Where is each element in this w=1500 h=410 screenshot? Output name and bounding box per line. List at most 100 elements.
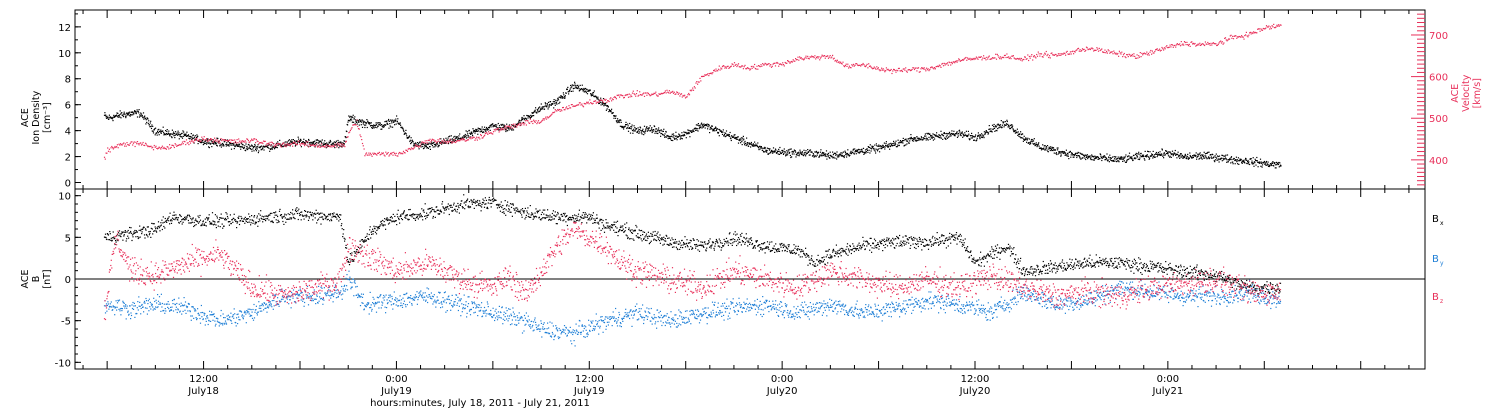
velocity-series-point	[809, 56, 811, 58]
density-series-point	[675, 137, 677, 139]
legend-bz-subscript: z	[1440, 298, 1443, 305]
density-series-point	[351, 116, 353, 118]
bx-series-point	[162, 216, 164, 218]
density-series-point	[872, 146, 874, 148]
velocity-series-point	[759, 66, 761, 68]
velocity-series-point	[1257, 28, 1260, 30]
velocity-series-point	[226, 140, 229, 142]
density-series-point	[1237, 163, 1239, 165]
velocity-series-point	[500, 128, 502, 130]
density-series-point	[304, 142, 306, 144]
bx-series-point	[133, 232, 135, 234]
density-series-point	[1223, 155, 1225, 157]
density-series-point	[558, 96, 560, 98]
density-series-point	[420, 146, 422, 148]
density-series-point	[326, 142, 328, 144]
density-series-point	[576, 87, 578, 90]
bx-series-point	[162, 222, 164, 224]
density-series-point	[861, 150, 863, 152]
density-series-point	[591, 94, 593, 96]
bx-series-point	[285, 214, 287, 216]
bx-series-point	[166, 221, 168, 223]
bx-series-point	[322, 218, 324, 221]
velocity-series-point	[1273, 23, 1275, 25]
velocity-series-point	[1125, 57, 1127, 59]
density-series-point	[1134, 158, 1136, 160]
density-series-point	[821, 153, 823, 155]
velocity-series-point	[515, 125, 517, 127]
velocity-series-point	[364, 155, 366, 157]
density-series-point	[519, 119, 521, 122]
bx-series-point	[274, 214, 276, 216]
velocity-series-point	[1117, 52, 1119, 55]
bx-series-point	[303, 215, 305, 217]
density-series-point	[388, 127, 390, 129]
velocity-series-point	[926, 67, 928, 69]
bx-series-point	[199, 214, 201, 217]
density-series-point	[583, 91, 585, 93]
bx-series-point	[226, 213, 228, 215]
bx-series-point	[138, 237, 140, 239]
velocity-series-point	[850, 67, 852, 69]
velocity-series-point	[723, 65, 725, 67]
velocity-series-point	[541, 120, 543, 122]
density-series-point	[256, 148, 258, 150]
density-series-point	[248, 143, 250, 146]
velocity-series-point	[135, 141, 137, 143]
velocity-series-point	[278, 143, 280, 145]
density-series-point	[312, 142, 315, 144]
bx-series-point	[213, 220, 215, 223]
bx-series-point	[331, 220, 333, 222]
density-series-point	[432, 142, 434, 144]
velocity-series-point	[307, 141, 309, 143]
bx-series-point	[144, 228, 147, 230]
density-series-point	[214, 143, 216, 145]
density-series-point	[948, 136, 950, 138]
density-series-point	[214, 142, 216, 144]
density-series-point	[953, 130, 955, 132]
density-series-point	[1116, 161, 1118, 163]
velocity-series-point	[909, 69, 911, 71]
velocity-series-point	[1070, 53, 1072, 55]
density-series-point	[798, 151, 800, 153]
velocity-series-point	[519, 125, 521, 127]
density-series-point	[950, 132, 953, 135]
density-series-point	[364, 121, 366, 123]
velocity-series-point	[858, 64, 860, 66]
density-series-point	[592, 92, 595, 94]
density-series-point	[163, 132, 165, 134]
bx-series-point	[252, 220, 255, 222]
velocity-series-point	[612, 99, 614, 101]
density-series-point	[346, 130, 348, 133]
velocity-series-point	[983, 55, 985, 57]
density-series-point	[252, 148, 254, 150]
density-series-point	[1234, 159, 1236, 162]
density-series-point	[304, 141, 306, 144]
density-series-point	[1070, 154, 1072, 156]
velocity-series-point	[161, 145, 163, 147]
velocity-series-point	[1242, 36, 1244, 38]
bx-series-point	[161, 228, 163, 231]
density-series-point	[987, 131, 989, 133]
velocity-series-point	[991, 57, 994, 59]
density-series-point	[452, 139, 454, 141]
bx-series-point	[287, 213, 289, 215]
density-series-point	[606, 108, 608, 110]
velocity-series-point	[754, 67, 756, 70]
density-series-point	[1231, 158, 1233, 161]
density-series-point	[764, 151, 766, 153]
density-series-point	[1018, 133, 1020, 135]
velocity-series-point	[522, 122, 524, 124]
density-series-point	[740, 139, 742, 141]
density-series-point	[1128, 155, 1130, 157]
bx-series-point	[228, 221, 230, 223]
density-series-point	[486, 128, 488, 130]
velocity-series-point	[950, 64, 952, 66]
density-series-point	[877, 150, 879, 152]
density-series-point	[603, 102, 605, 105]
density-series-point	[873, 147, 875, 150]
density-series-point	[394, 124, 396, 126]
density-series-point	[220, 144, 222, 146]
bx-series-point	[194, 224, 196, 227]
density-series-point	[1264, 163, 1266, 165]
